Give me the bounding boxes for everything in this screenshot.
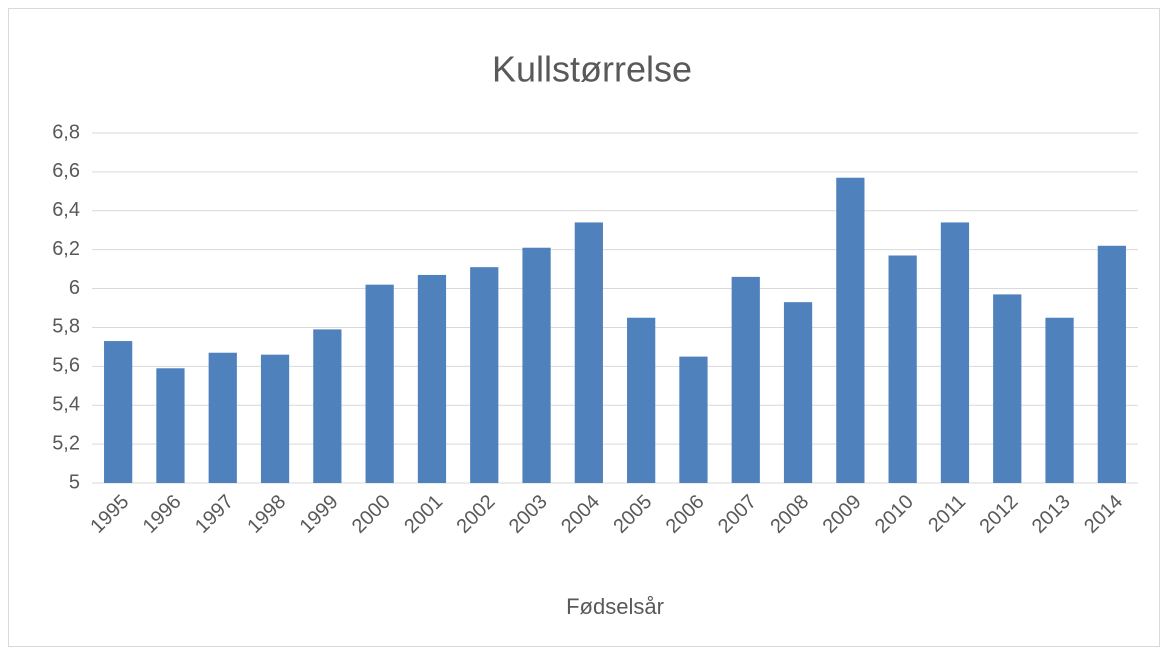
bar xyxy=(993,294,1022,483)
chart-title: Kullstørrelse xyxy=(492,49,692,90)
bar xyxy=(679,356,708,483)
y-tick-label: 5 xyxy=(69,471,80,493)
bar xyxy=(156,368,185,483)
y-tick-label: 6,6 xyxy=(52,160,80,182)
bar xyxy=(836,177,865,483)
bar xyxy=(1045,317,1074,483)
y-tick-label: 5,4 xyxy=(52,394,80,416)
y-tick-label: 6,4 xyxy=(52,199,80,221)
y-tick-label: 6,2 xyxy=(52,238,80,260)
bar xyxy=(783,302,813,483)
bar xyxy=(313,329,342,483)
y-tick-label: 5,2 xyxy=(52,432,80,454)
y-tick-label: 5,8 xyxy=(52,316,80,338)
bar xyxy=(574,222,603,483)
bar xyxy=(1097,245,1126,483)
bar xyxy=(104,341,133,483)
y-tick-label: 6 xyxy=(69,277,80,299)
bar xyxy=(888,255,917,483)
bar xyxy=(731,276,760,483)
y-tick-label: 5,6 xyxy=(52,355,80,377)
x-axis-title: Fødselsår xyxy=(566,594,664,619)
y-tick-label: 6,8 xyxy=(52,121,80,143)
bar xyxy=(522,247,551,483)
bar xyxy=(940,222,970,483)
bar xyxy=(470,267,499,483)
bar xyxy=(627,317,656,483)
bar xyxy=(365,284,394,483)
bar xyxy=(208,352,237,483)
bar xyxy=(260,354,290,483)
bar xyxy=(417,274,447,483)
